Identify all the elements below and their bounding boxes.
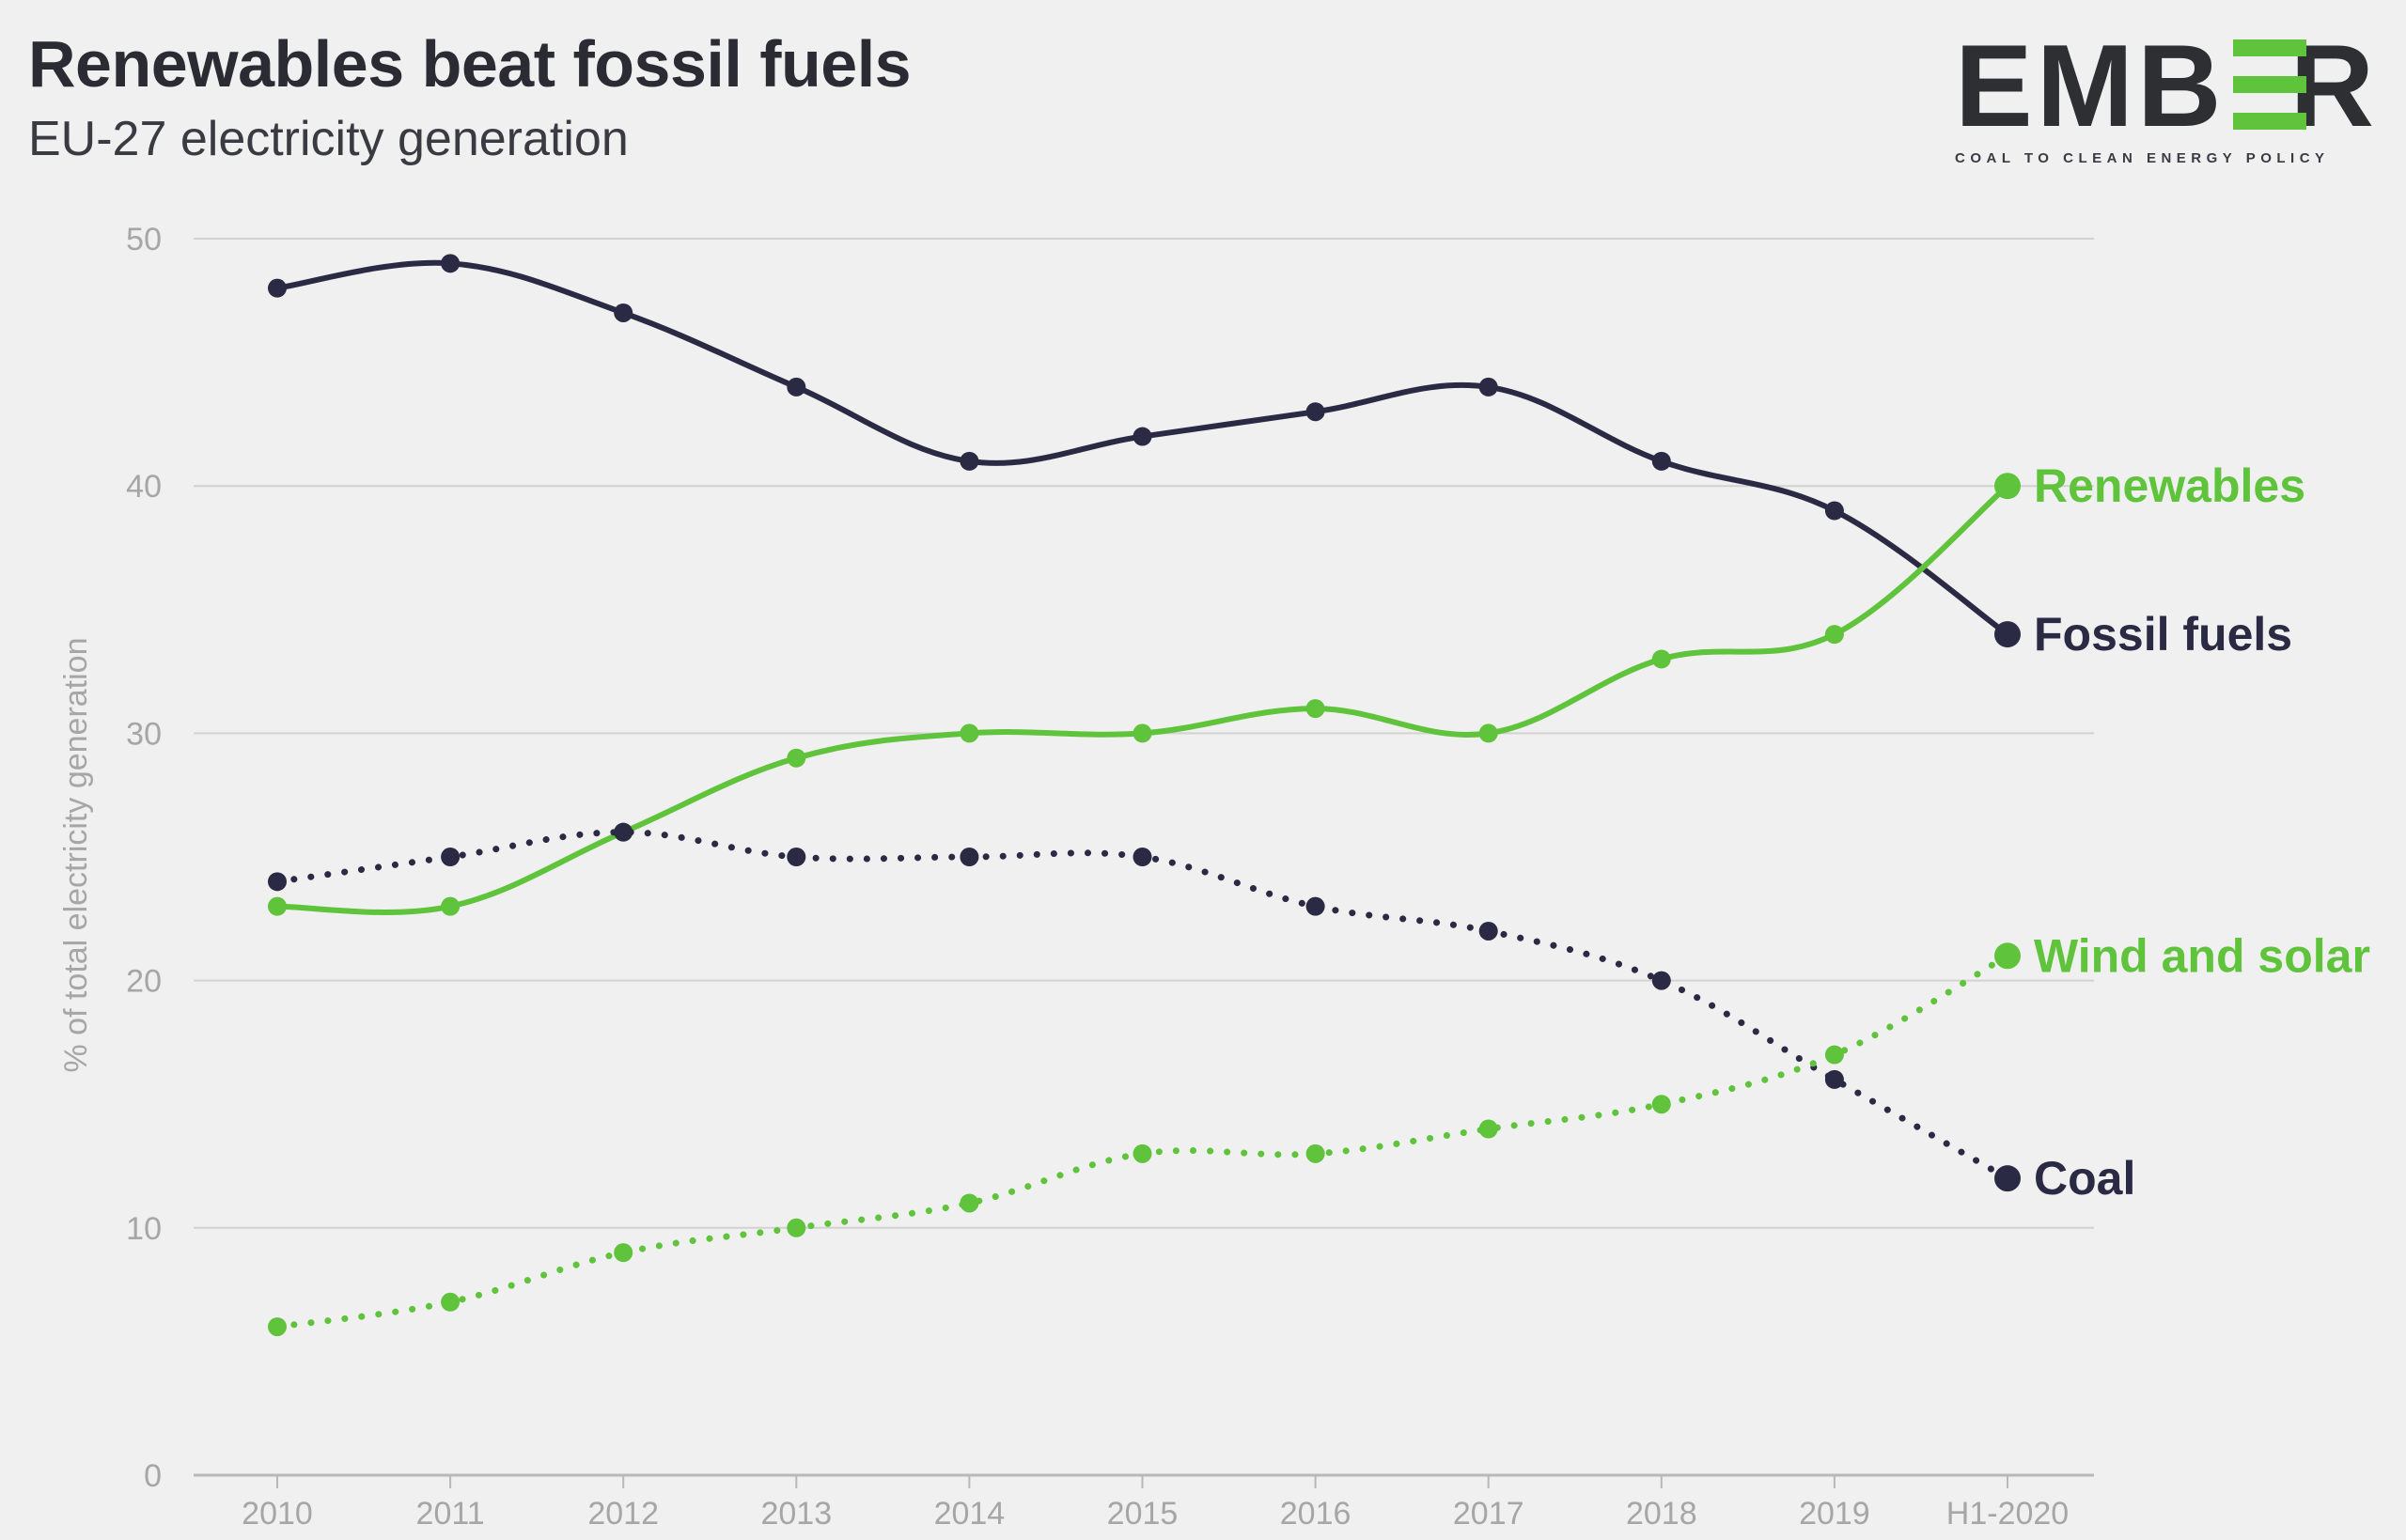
- series-label-coal: Coal: [2034, 1152, 2135, 1205]
- data-point-fossil-fuels: [960, 451, 979, 471]
- logo-wordmark: EMB R: [1955, 28, 2378, 145]
- data-point-fossil-fuels: [1133, 427, 1152, 446]
- x-tick-label: 2018: [1626, 1496, 1697, 1532]
- ember-logo: EMB R COAL TO CLEAN ENERGY POLICY: [1955, 28, 2378, 166]
- data-point-wind-and-solar: [1305, 1143, 1325, 1163]
- logo-tagline: COAL TO CLEAN ENERGY POLICY: [1955, 150, 2330, 166]
- y-tick-label: 10: [126, 1211, 162, 1247]
- data-point-wind-and-solar: [1994, 942, 2021, 970]
- data-point-fossil-fuels: [1994, 621, 2021, 648]
- y-axis-title: % of total electricity generation: [58, 637, 94, 1072]
- x-tick-label: H1-2020: [1946, 1496, 2069, 1532]
- data-point-fossil-fuels: [614, 303, 633, 322]
- data-point-renewables: [268, 896, 287, 916]
- data-point-renewables: [1478, 723, 1498, 743]
- data-point-wind-and-solar: [787, 1218, 806, 1237]
- series-fossil-fuels: [268, 254, 2021, 648]
- data-point-fossil-fuels: [1824, 501, 1844, 521]
- data-point-renewables: [441, 896, 461, 916]
- data-point-renewables: [787, 748, 806, 768]
- x-tick-label: 2015: [1107, 1496, 1179, 1532]
- data-point-wind-and-solar: [1651, 1095, 1671, 1114]
- y-axis-ticks: 0 10 20 30 40 50: [126, 222, 162, 1494]
- data-point-wind-and-solar: [1478, 1119, 1498, 1139]
- series-label-renewables: Renewables: [2034, 459, 2305, 512]
- y-tick-label: 20: [126, 964, 162, 1000]
- data-point-coal: [787, 848, 806, 866]
- data-point-renewables: [1994, 473, 2021, 500]
- y-tick-label: 50: [126, 222, 162, 257]
- series-label-fossil-fuels: Fossil fuels: [2034, 608, 2292, 661]
- series-labels: Fossil fuels Renewables Coal Wind and solar: [2034, 459, 2370, 1205]
- series-label-wind-and-solar: Wind and solar: [2034, 929, 2370, 982]
- series-line-wind-and-solar: [273, 952, 2011, 1330]
- series-wind-and-solar: [268, 942, 2021, 1337]
- data-point-fossil-fuels: [1305, 402, 1325, 422]
- data-point-fossil-fuels: [787, 377, 806, 397]
- x-tick-label: 2016: [1280, 1496, 1351, 1532]
- data-point-coal: [1133, 848, 1152, 866]
- x-tick-label: 2019: [1799, 1496, 1870, 1532]
- data-point-fossil-fuels: [441, 254, 461, 273]
- x-tick-label: 2012: [587, 1496, 659, 1532]
- data-point-wind-and-solar: [1824, 1045, 1844, 1065]
- series-coal: [268, 822, 2021, 1192]
- data-point-wind-and-solar: [441, 1292, 461, 1312]
- chart-title: Renewables beat fossil fuels: [28, 27, 912, 101]
- x-tick-label: 2014: [934, 1496, 1006, 1532]
- y-tick-label: 30: [126, 716, 162, 752]
- x-tick-label: 2013: [760, 1496, 832, 1532]
- data-point-renewables: [960, 723, 979, 743]
- data-point-coal: [960, 848, 979, 866]
- data-point-coal: [1994, 1165, 2021, 1192]
- data-point-wind-and-solar: [614, 1243, 633, 1263]
- data-point-wind-and-solar: [268, 1317, 287, 1337]
- data-point-coal: [268, 872, 287, 892]
- data-point-wind-and-solar: [960, 1193, 979, 1213]
- logo-wordmark-left: EMB: [1955, 22, 2226, 151]
- series-line-coal: [273, 829, 2011, 1182]
- series-renewables: [268, 473, 2021, 916]
- data-point-wind-and-solar: [1133, 1143, 1152, 1163]
- series-line-fossil-fuels: [274, 259, 2010, 638]
- logo-green-e-icon: [2232, 39, 2306, 130]
- data-point-coal: [441, 848, 461, 866]
- data-point-renewables: [1133, 723, 1152, 743]
- data-point-fossil-fuels: [1478, 377, 1498, 397]
- data-point-coal: [614, 822, 633, 842]
- x-tick-label: 2011: [416, 1496, 485, 1532]
- data-point-coal: [1478, 921, 1498, 941]
- data-point-fossil-fuels: [268, 278, 287, 298]
- chart-subtitle: EU-27 electricity generation: [28, 112, 629, 166]
- y-tick-label: 40: [126, 469, 162, 505]
- x-tick-label: 2010: [242, 1496, 313, 1532]
- data-point-renewables: [1824, 625, 1844, 645]
- y-tick-label: 0: [144, 1458, 162, 1494]
- data-point-coal: [1651, 971, 1671, 990]
- data-point-coal: [1824, 1069, 1844, 1089]
- gridlines: [194, 238, 2094, 1477]
- data-point-fossil-fuels: [1651, 451, 1671, 471]
- data-point-renewables: [1305, 699, 1325, 719]
- data-point-renewables: [1651, 649, 1671, 669]
- series: [268, 254, 2021, 1337]
- data-point-coal: [1305, 896, 1325, 916]
- x-axis-ticks: 2010 2011 2012 2013 2014 2015 2016 2017 2018 2019…: [242, 1475, 2069, 1532]
- x-tick-label: 2017: [1453, 1496, 1524, 1532]
